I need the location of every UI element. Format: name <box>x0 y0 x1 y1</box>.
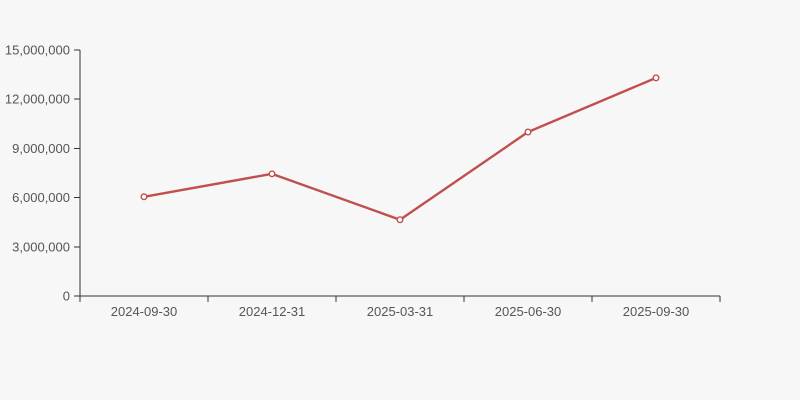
data-series <box>140 74 660 224</box>
x-axis-tick-label: 2024-12-31 <box>239 304 306 319</box>
x-axis-tick-label: 2025-03-31 <box>367 304 434 319</box>
data-point-marker[interactable] <box>140 193 148 201</box>
y-axis-tick-label: 6,000,000 <box>12 190 70 205</box>
y-axis-tick-label: 3,000,000 <box>12 239 70 254</box>
data-point-marker[interactable] <box>268 170 276 178</box>
x-axis: 2024-09-30 2024-12-31 2025-03-31 2025-06-30… <box>79 295 721 319</box>
x-axis-tick-label: 2025-06-30 <box>495 304 562 319</box>
y-axis-tick-label: 15,000,000 <box>5 43 70 58</box>
x-axis-tick-label: 2024-09-30 <box>111 304 178 319</box>
y-axis-tick-label: 9,000,000 <box>12 141 70 156</box>
data-point-marker[interactable] <box>524 128 532 136</box>
y-axis: 0 3,000,000 6,000,000 9,000,000 12,000,000 15… <box>5 43 81 304</box>
data-point-marker[interactable] <box>396 216 404 224</box>
y-axis-tick-label: 0 <box>63 289 70 304</box>
data-point-marker[interactable] <box>652 74 660 82</box>
series-line <box>142 76 658 221</box>
y-axis-tick-label: 12,000,000 <box>5 92 70 107</box>
x-axis-tick-label: 2025-09-30 <box>623 304 690 319</box>
